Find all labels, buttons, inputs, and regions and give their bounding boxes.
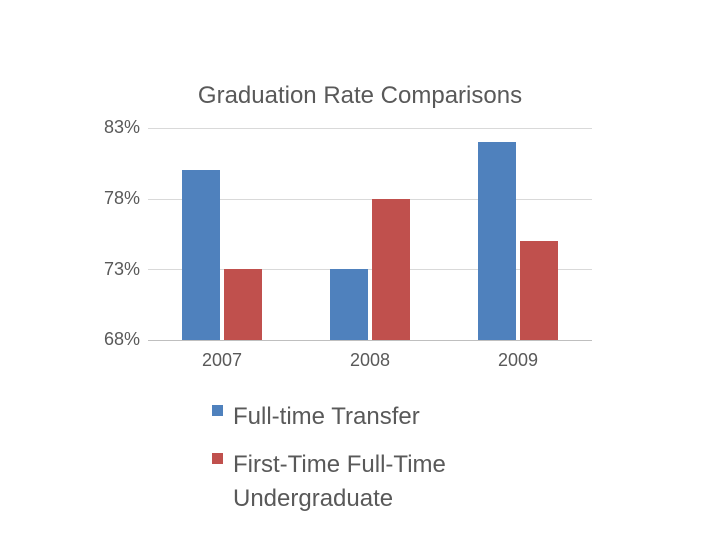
y-axis-label: 78% xyxy=(88,188,140,209)
bar xyxy=(330,269,368,340)
bar xyxy=(182,170,220,340)
bar xyxy=(520,241,558,340)
bar xyxy=(372,199,410,340)
legend-item: First-Time Full-Time Undergraduate xyxy=(212,448,543,516)
bar xyxy=(478,142,516,340)
legend-label: First-Time Full-Time Undergraduate xyxy=(233,448,543,516)
legend-marker xyxy=(212,453,223,464)
legend-label: Full-time Transfer xyxy=(233,400,420,434)
x-axis-label: 2009 xyxy=(478,350,558,371)
y-axis-label: 68% xyxy=(88,329,140,350)
x-axis-label: 2008 xyxy=(330,350,410,371)
chart-container: Graduation Rate Comparisons 68% 73% 78% 83%… xyxy=(0,0,720,540)
chart-title: Graduation Rate Comparisons xyxy=(170,82,550,110)
legend-marker xyxy=(212,405,223,416)
y-axis-label: 73% xyxy=(88,259,140,280)
gridline xyxy=(148,340,592,341)
x-axis-label: 2007 xyxy=(182,350,262,371)
legend-item: Full-time Transfer xyxy=(212,400,543,434)
bar xyxy=(224,269,262,340)
chart-legend: Full-time Transfer First-Time Full-Time U… xyxy=(212,400,543,530)
gridline xyxy=(148,128,592,129)
y-axis-label: 83% xyxy=(88,117,140,138)
